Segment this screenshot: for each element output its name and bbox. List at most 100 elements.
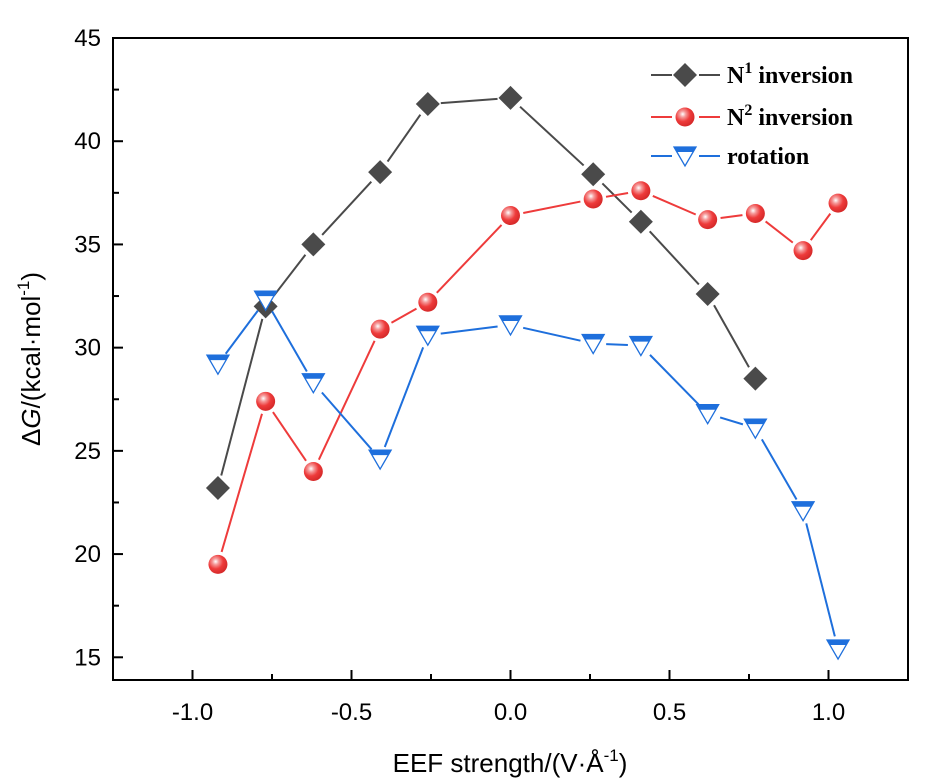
series-line-segment [321,181,373,236]
legend-label-base: rotation [727,144,809,170]
data-point [583,189,603,209]
y-tick-label: 40 [74,128,101,155]
triangle-fill [302,373,325,379]
data-point [418,292,438,312]
series-line-segment [271,310,308,372]
x-tick-label: -1.0 [172,699,213,726]
data-point [581,162,606,187]
series-line-segment [649,354,700,406]
data-point [208,554,228,574]
series-line-segment [648,230,700,286]
data-point [828,193,848,213]
series-rotation [205,290,851,661]
series-n2-inversion [208,181,848,574]
data-point [695,404,720,426]
series-line-segment [383,347,425,448]
y-tick-label: 15 [74,644,101,671]
y-tick-label: 35 [74,231,101,258]
legend-marker [675,107,695,127]
series-line-segment [272,411,307,462]
data-point [743,418,768,440]
data-point [628,335,654,357]
series-line-segment [720,214,743,219]
data-point [253,290,278,312]
x-tick-label: 0.0 [494,699,527,726]
data-point [301,373,326,395]
data-point [205,354,231,376]
series-line-segment [809,213,832,241]
triangle-fill [416,326,439,332]
legend-label-sup: 2 [744,102,752,119]
data-point [501,206,520,226]
series-line-segment [436,224,503,294]
x-tick-label: 0.5 [653,699,686,726]
triangle-fill [206,355,229,361]
y-tick-label: 25 [74,438,101,465]
data-point [825,639,851,661]
x-axis-title: EEF strength/(V·Å-1) [393,746,628,778]
data-point [698,210,718,230]
y-tick-label: 30 [74,335,101,362]
triangle-fill [582,334,605,340]
data-point [367,449,393,471]
legend-label-rest: inversion [752,63,853,89]
legend-marker [673,63,697,87]
series-line-segment [522,326,581,342]
series-line-segment [220,413,263,553]
series-line-segment [760,438,798,500]
triangle-fill [827,640,850,646]
data-point [793,241,813,261]
y-axis-title: ΔG/(kcal·mol-1) [14,272,46,446]
legend-item: rotation [651,144,809,170]
legend-label-rest: inversion [752,105,853,131]
series-line-segment [519,105,585,167]
data-point [498,315,523,337]
axis-layer: -1.0 -0.5 0.0 0.5 1.0 15 20 25 30 35 40 45 [74,25,909,726]
x-tick-label: 1.0 [812,699,845,726]
series-line-segment [713,304,750,368]
data-point [790,501,816,523]
plot-frame [112,37,909,681]
series-line-segment [523,200,581,214]
legend-label-base: N [727,105,745,131]
triangle-fill [499,315,522,321]
series-line-segment [390,307,417,324]
data-point [205,476,230,501]
legend-marker [672,146,698,168]
data-point [370,319,390,339]
series-line-segment [805,523,836,637]
data-point [415,92,440,117]
legend-label: N2 inversion [727,102,853,131]
triangle-fill [696,404,719,410]
series-line-segment [220,318,264,476]
data-point [303,462,323,482]
series-line-segment [440,97,498,105]
series-layer [205,85,851,661]
series-line-segment [719,416,744,426]
legend-label: N1 inversion [727,60,853,89]
legend-item: N2 inversion [651,102,853,131]
data-point [631,181,651,201]
series-line-segment [317,340,376,461]
triangle-fill [369,450,392,456]
data-point [256,391,276,411]
data-point [368,160,393,185]
y-tick-label: 45 [74,25,101,52]
data-point [745,203,765,223]
legend-label: rotation [727,144,809,170]
triangle-fill [629,336,652,342]
data-point [415,325,440,347]
series-line-segment [440,325,498,335]
triangle-fill [792,501,815,507]
series-line-segment [652,195,697,216]
series-line-segment [386,114,422,163]
series-line-segment [224,309,259,355]
x-tick-label: -0.5 [331,699,372,726]
triangle-fill [674,147,696,152]
legend-item: N1 inversion [651,60,853,89]
data-point [743,366,768,391]
triangle-fill [254,291,277,297]
legend-label-sup: 1 [744,60,752,77]
